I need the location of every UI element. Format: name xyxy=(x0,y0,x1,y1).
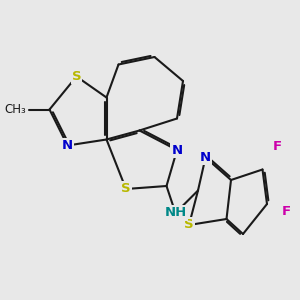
Text: NH: NH xyxy=(164,206,187,220)
Text: N: N xyxy=(171,143,183,157)
Text: F: F xyxy=(282,205,291,218)
Text: S: S xyxy=(72,70,81,83)
Text: CH₃: CH₃ xyxy=(4,103,26,116)
Text: N: N xyxy=(200,151,211,164)
Text: F: F xyxy=(273,140,282,154)
Text: S: S xyxy=(121,182,131,196)
Text: N: N xyxy=(62,139,73,152)
Text: S: S xyxy=(184,218,194,232)
